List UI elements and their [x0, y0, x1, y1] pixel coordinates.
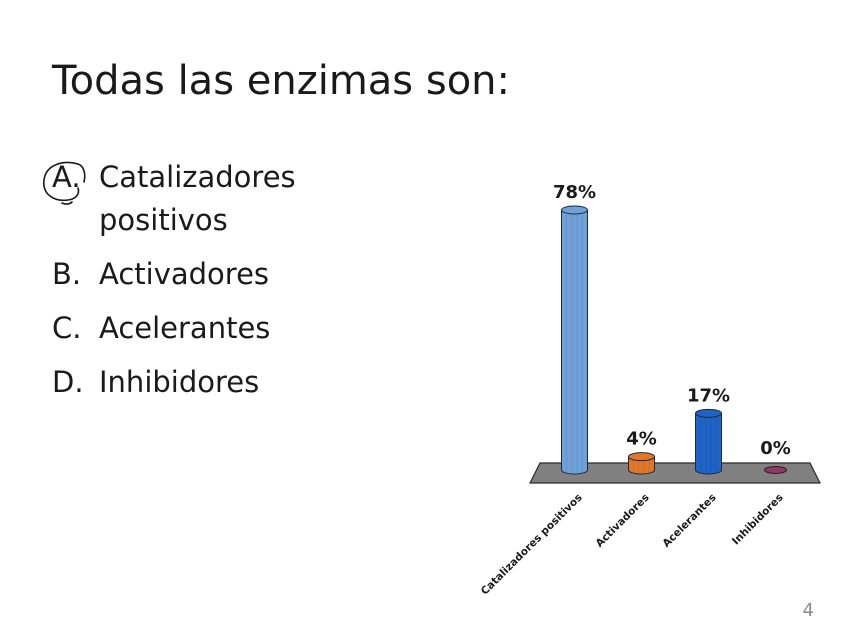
category-tick-label: Activadores — [594, 492, 652, 550]
bar-top — [695, 408, 722, 418]
bar-body — [628, 456, 655, 475]
data-label: 17% — [687, 385, 730, 406]
bar — [764, 466, 787, 474]
option-letter: D. — [52, 365, 84, 399]
bar — [561, 205, 588, 475]
category-tick-label: Inhibidores — [730, 492, 786, 548]
data-label: 78% — [553, 182, 596, 203]
bar — [695, 408, 722, 475]
option-a[interactable]: A. Catalizadores positivos — [43, 156, 369, 242]
page-number: 4 — [802, 600, 814, 621]
option-d[interactable]: D. Inhibidores — [52, 361, 369, 404]
answer-options: A. Catalizadores positivos B. Activadore… — [43, 156, 369, 415]
option-text: Activadores — [99, 257, 270, 291]
bar-top — [764, 466, 787, 474]
option-letter: A. — [52, 160, 81, 194]
option-text: Catalizadores positivos — [99, 160, 296, 237]
option-text: Inhibidores — [99, 365, 260, 399]
data-label: 0% — [760, 438, 791, 459]
category-tick-label: Acelerantes — [660, 492, 718, 550]
option-text: Acelerantes — [99, 311, 271, 345]
option-b[interactable]: B. Activadores — [52, 253, 369, 296]
bar-body — [695, 412, 722, 475]
results-bar-chart: 78% 4% 17% 0% Catalizadores positivos Activa… — [479, 182, 821, 598]
bar-top — [561, 205, 588, 215]
option-letter: C. — [52, 311, 82, 345]
category-tick-label: Catalizadores positivos — [479, 492, 585, 598]
data-label: 4% — [626, 429, 657, 450]
bar — [628, 452, 655, 475]
bar-top — [628, 452, 655, 462]
option-c[interactable]: C. Acelerantes — [52, 307, 369, 350]
bar-body — [561, 209, 588, 475]
option-letter: B. — [52, 257, 82, 291]
slide-title: Todas las enzimas son: — [52, 58, 510, 104]
